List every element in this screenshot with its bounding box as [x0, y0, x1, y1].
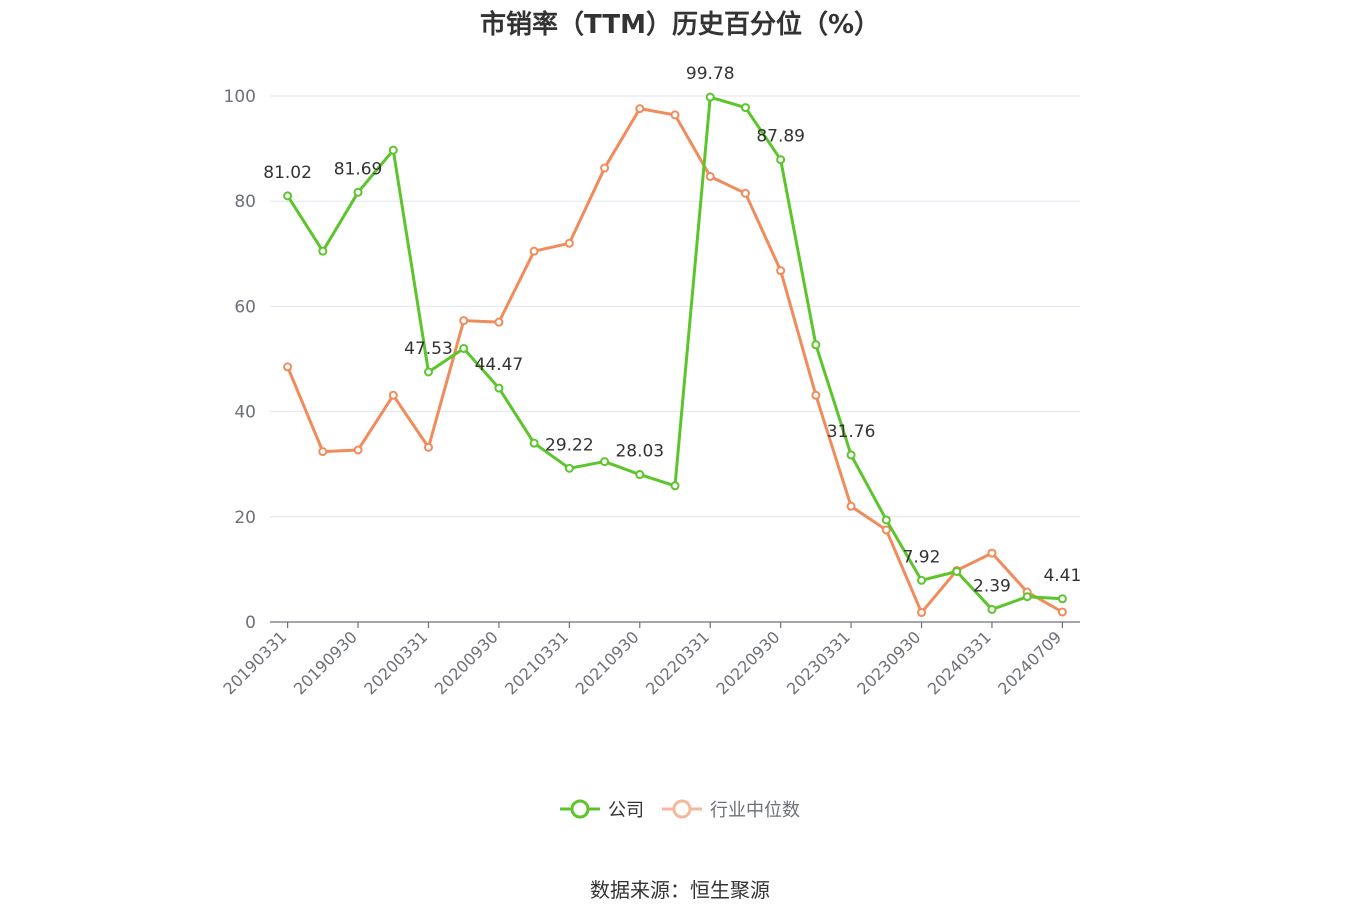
- data-label-company-20220930: 87.89: [756, 127, 805, 147]
- x-tick-label-20220331: 20220331: [642, 627, 713, 698]
- y-tick-label-60: 60: [234, 297, 256, 317]
- x-tick-label-20230930: 20230930: [853, 627, 924, 698]
- legend-label-company: 公司: [608, 800, 644, 821]
- data-label-company-20190331: 81.02: [263, 163, 312, 183]
- x-tick-label-20240709: 20240709: [994, 627, 1065, 698]
- data-point-industry-median-20200331: [423, 442, 433, 452]
- data-point-company-20200630: [459, 343, 469, 353]
- x-tick-label-20230331: 20230331: [783, 627, 854, 698]
- data-point-industry-median-20211231: [670, 110, 680, 120]
- data-point-company-20200331: [423, 367, 433, 377]
- series-line-industry-median: [286, 107, 1064, 615]
- data-point-industry-median-20200630: [459, 316, 469, 326]
- data-point-industry-median-20230630: [881, 525, 891, 535]
- data-label-company-20230331: 31.76: [827, 422, 876, 442]
- data-point-company-20190930: [353, 187, 363, 197]
- data-point-industry-median-20220630: [740, 188, 750, 198]
- data-point-company-20190331: [283, 191, 293, 201]
- data-point-industry-median-20190331: [283, 362, 293, 372]
- x-tick-label-20210331: 20210331: [501, 627, 572, 698]
- data-point-company-20200930: [494, 383, 504, 393]
- legend: 公司 行业中位数: [0, 796, 1360, 822]
- data-point-industry-median-20221231: [811, 390, 821, 400]
- y-tick-label-80: 80: [234, 192, 256, 212]
- legend-item-company[interactable]: 公司: [560, 796, 644, 822]
- data-point-industry-median-20230331: [846, 501, 856, 511]
- data-label-company-20240709: 4.41: [1043, 566, 1081, 586]
- data-label-company-20190930: 81.69: [334, 159, 383, 179]
- legend-item-industry-median[interactable]: 行业中位数: [662, 796, 800, 822]
- data-point-industry-median-20240331: [987, 548, 997, 558]
- data-point-company-20190630: [318, 246, 328, 256]
- data-point-company-20240630: [1022, 592, 1032, 602]
- data-source-note: 数据来源：恒生聚源: [590, 878, 770, 902]
- series-lines: [283, 92, 1067, 618]
- data-point-industry-median-20210930: [635, 104, 645, 114]
- data-label-company-20230930: 7.92: [903, 547, 941, 567]
- x-tick-label-20210930: 20210930: [572, 627, 643, 698]
- data-point-industry-median-20240709: [1057, 607, 1067, 617]
- series-industry-median: [283, 104, 1067, 618]
- data-point-industry-median-20201231: [529, 246, 539, 256]
- y-tick-label-40: 40: [234, 403, 256, 423]
- data-point-company-20210930: [635, 470, 645, 480]
- legend-label-industry-median: 行业中位数: [710, 800, 800, 821]
- data-point-industry-median-20190630: [318, 447, 328, 457]
- series-company: [283, 92, 1067, 614]
- data-point-company-20230331: [846, 450, 856, 460]
- x-tick-label-20240331: 20240331: [924, 627, 995, 698]
- data-label-company-20200930: 44.47: [475, 355, 524, 375]
- legend-swatch-industry-median: [662, 799, 702, 819]
- chart-title: 市销率（TTM）历史百分位（%）: [480, 10, 880, 40]
- data-point-company-20221231: [811, 340, 821, 350]
- data-point-company-20210331: [564, 463, 574, 473]
- data-point-company-20201231: [529, 438, 539, 448]
- data-point-company-20210630: [600, 457, 610, 467]
- data-labels: 81.02 81.69 47.53 44.47 29.22 28.03 99.78 87.89…: [263, 64, 1081, 596]
- data-point-company-20231231: [952, 567, 962, 577]
- data-label-company-20210930: 28.03: [615, 442, 664, 462]
- data-point-company-20240709: [1057, 594, 1067, 604]
- y-tick-label-100: 100: [224, 87, 256, 107]
- data-point-company-20230930: [917, 575, 927, 585]
- x-tick-label-20200331: 20200331: [360, 627, 431, 698]
- data-point-industry-median-20220331: [705, 171, 715, 181]
- data-point-industry-median-20210331: [564, 238, 574, 248]
- data-point-industry-median-20190930: [353, 445, 363, 455]
- data-point-company-20220630: [740, 103, 750, 113]
- data-point-industry-median-20200930: [494, 317, 504, 327]
- grid-lines: [270, 95, 1080, 518]
- data-point-company-20230630: [881, 515, 891, 525]
- data-point-industry-median-20210630: [600, 163, 610, 173]
- data-label-company-20220331: 99.78: [686, 64, 735, 84]
- legend-swatch-company: [560, 799, 600, 819]
- x-tick-label-20190331: 20190331: [219, 627, 290, 698]
- data-label-company-20210331: 29.22: [545, 435, 594, 455]
- y-tick-label-0: 0: [245, 613, 256, 633]
- x-tick-label-20220930: 20220930: [712, 627, 783, 698]
- data-point-industry-median-20191231: [388, 390, 398, 400]
- data-point-company-20211231: [670, 481, 680, 491]
- data-label-company-20240331: 2.39: [973, 576, 1011, 596]
- line-chart: 0 20 40 60 80 100 20190331 20190930 20200331 2020…: [219, 64, 1081, 698]
- data-point-industry-median-20230930: [917, 608, 927, 618]
- data-label-company-20200331: 47.53: [404, 339, 453, 359]
- data-point-company-20240331: [987, 604, 997, 614]
- x-tick-label-20190930: 20190930: [290, 627, 361, 698]
- data-point-company-20191231: [388, 145, 398, 155]
- data-point-industry-median-20220930: [776, 266, 786, 276]
- data-point-company-20220331: [705, 92, 715, 102]
- y-tick-label-20: 20: [234, 508, 256, 528]
- data-point-company-20220930: [776, 155, 786, 165]
- x-tick-label-20200930: 20200930: [431, 627, 502, 698]
